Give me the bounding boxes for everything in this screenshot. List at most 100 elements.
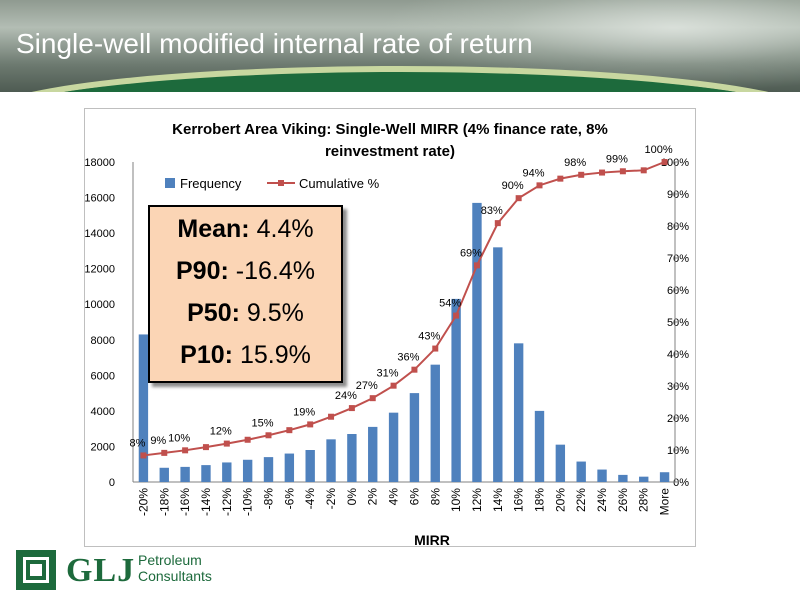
x-tick-label: 14%: [491, 488, 505, 512]
chart-title-line: reinvestment rate): [325, 143, 455, 160]
stat-p90-value: -16.4%: [235, 257, 315, 285]
y-left-tick-label: 4000: [91, 406, 115, 418]
cumulative-point: [286, 427, 293, 434]
frequency-bar: [576, 461, 586, 482]
cumulative-point: [182, 447, 189, 454]
cumulative-data-label: 24%: [335, 390, 357, 402]
stat-p10-value: 15.9%: [239, 341, 311, 369]
x-tick-label: -4%: [303, 488, 317, 510]
stat-p90-label: P90:: [176, 257, 229, 285]
stat-p50-label: P50:: [187, 299, 240, 327]
cumulative-point: [161, 449, 168, 456]
stat-p10: P10: 15.9%: [150, 341, 341, 370]
x-tick-label: 16%: [512, 488, 526, 512]
cumulative-point: [453, 312, 460, 319]
logo-line2: Consultants: [138, 568, 212, 584]
frequency-bar: [430, 364, 440, 482]
cumulative-point: [411, 366, 418, 373]
x-tick-label: -18%: [157, 488, 171, 516]
frequency-bar: [618, 474, 628, 482]
x-tick-label: 22%: [574, 488, 588, 512]
y-right-tick-label: 0%: [673, 477, 689, 489]
cumulative-point: [223, 440, 230, 447]
stat-p10-label: P10:: [180, 341, 233, 369]
y-left-tick-label: 10000: [85, 299, 115, 311]
frequency-bar: [513, 343, 524, 482]
mirr-chart: Kerrobert Area Viking: Single-Well MIRR …: [85, 121, 689, 546]
x-tick-label: 4%: [387, 488, 401, 506]
frequency-bar: [159, 467, 169, 482]
cumulative-data-label: 10%: [168, 432, 190, 444]
frequency-bar: [388, 412, 399, 482]
cumulative-data-label: 98%: [564, 157, 586, 169]
stat-p50-value: 9.5%: [246, 299, 304, 327]
frequency-bar: [555, 444, 566, 482]
x-tick-label: 2%: [366, 488, 380, 506]
cumulative-point: [536, 182, 543, 189]
y-left-tick-label: 18000: [85, 157, 115, 169]
y-left-tick-label: 6000: [91, 370, 115, 382]
cumulative-data-label: 8%: [129, 437, 145, 449]
x-tick-label: -14%: [199, 488, 213, 516]
frequency-bar: [534, 410, 545, 482]
x-tick-label: -12%: [220, 488, 234, 516]
glj-logo-icon: [16, 550, 56, 590]
cumulative-line: [143, 161, 665, 457]
frequency-bar: [242, 459, 253, 482]
x-tick-label: 12%: [470, 488, 484, 512]
cumulative-data-label: 27%: [356, 380, 378, 392]
y-left-tick-label: 16000: [85, 193, 115, 205]
cumulative-point: [557, 175, 564, 182]
legend-frequency-swatch: [165, 178, 175, 188]
y-right-tick-label: 20%: [667, 413, 689, 425]
frequency-bar: [326, 439, 336, 482]
y-left-tick-label: 2000: [91, 441, 115, 453]
cumulative-data-label: 15%: [251, 417, 273, 429]
cumulative-point: [244, 436, 251, 443]
cumulative-data-label: 12%: [210, 426, 232, 438]
cumulative-point: [307, 421, 314, 428]
company-logo: GLJ Petroleum Consultants: [16, 548, 246, 596]
cumulative-point: [348, 405, 355, 412]
y-right-tick-label: 80%: [667, 221, 689, 233]
frequency-bar: [368, 426, 378, 482]
frequency-bar: [305, 450, 315, 482]
x-axis-label: MIRR: [414, 532, 450, 546]
cumulative-point: [640, 167, 647, 174]
x-tick-label: 28%: [637, 488, 651, 512]
frequency-bar: [659, 472, 670, 482]
cumulative-data-label: 31%: [377, 368, 399, 380]
cumulative-data-label: 36%: [397, 352, 419, 364]
slide-title: Single-well modified internal rate of re…: [16, 28, 533, 59]
cumulative-data-label: 99%: [606, 153, 628, 165]
frequency-bar: [222, 462, 232, 482]
chart-panel: Kerrobert Area Viking: Single-Well MIRR …: [84, 108, 696, 547]
cumulative-data-label: 19%: [293, 406, 315, 418]
x-tick-label: -8%: [262, 488, 276, 510]
x-tick-label: -20%: [136, 488, 150, 516]
stat-p90: P90: -16.4%: [150, 257, 341, 286]
x-tick-label: 6%: [407, 488, 421, 506]
cumulative-point: [599, 169, 606, 176]
title-banner: [0, 0, 800, 92]
y-right-tick-label: 10%: [667, 445, 689, 457]
cumulative-point: [661, 159, 668, 165]
frequency-bar: [284, 453, 295, 482]
y-right-tick-label: 60%: [667, 285, 689, 297]
y-right-tick-label: 50%: [667, 317, 689, 329]
cumulative-data-label: 94%: [522, 167, 544, 179]
x-tick-label: 20%: [553, 488, 567, 512]
x-tick-label: 10%: [449, 488, 463, 512]
cumulative-data-label: 100%: [645, 144, 673, 156]
y-left-tick-label: 12000: [85, 264, 115, 276]
cumulative-point: [515, 195, 522, 202]
y-left-tick-label: 8000: [91, 335, 115, 347]
x-tick-label: 8%: [428, 488, 442, 506]
frequency-bar: [597, 469, 607, 482]
cumulative-point: [328, 413, 335, 420]
cumulative-data-label: 54%: [439, 298, 461, 310]
frequency-bar: [451, 298, 461, 482]
cumulative-data-label: 90%: [502, 180, 524, 192]
y-right-tick-label: 40%: [667, 349, 689, 361]
frequency-bar: [409, 393, 420, 482]
